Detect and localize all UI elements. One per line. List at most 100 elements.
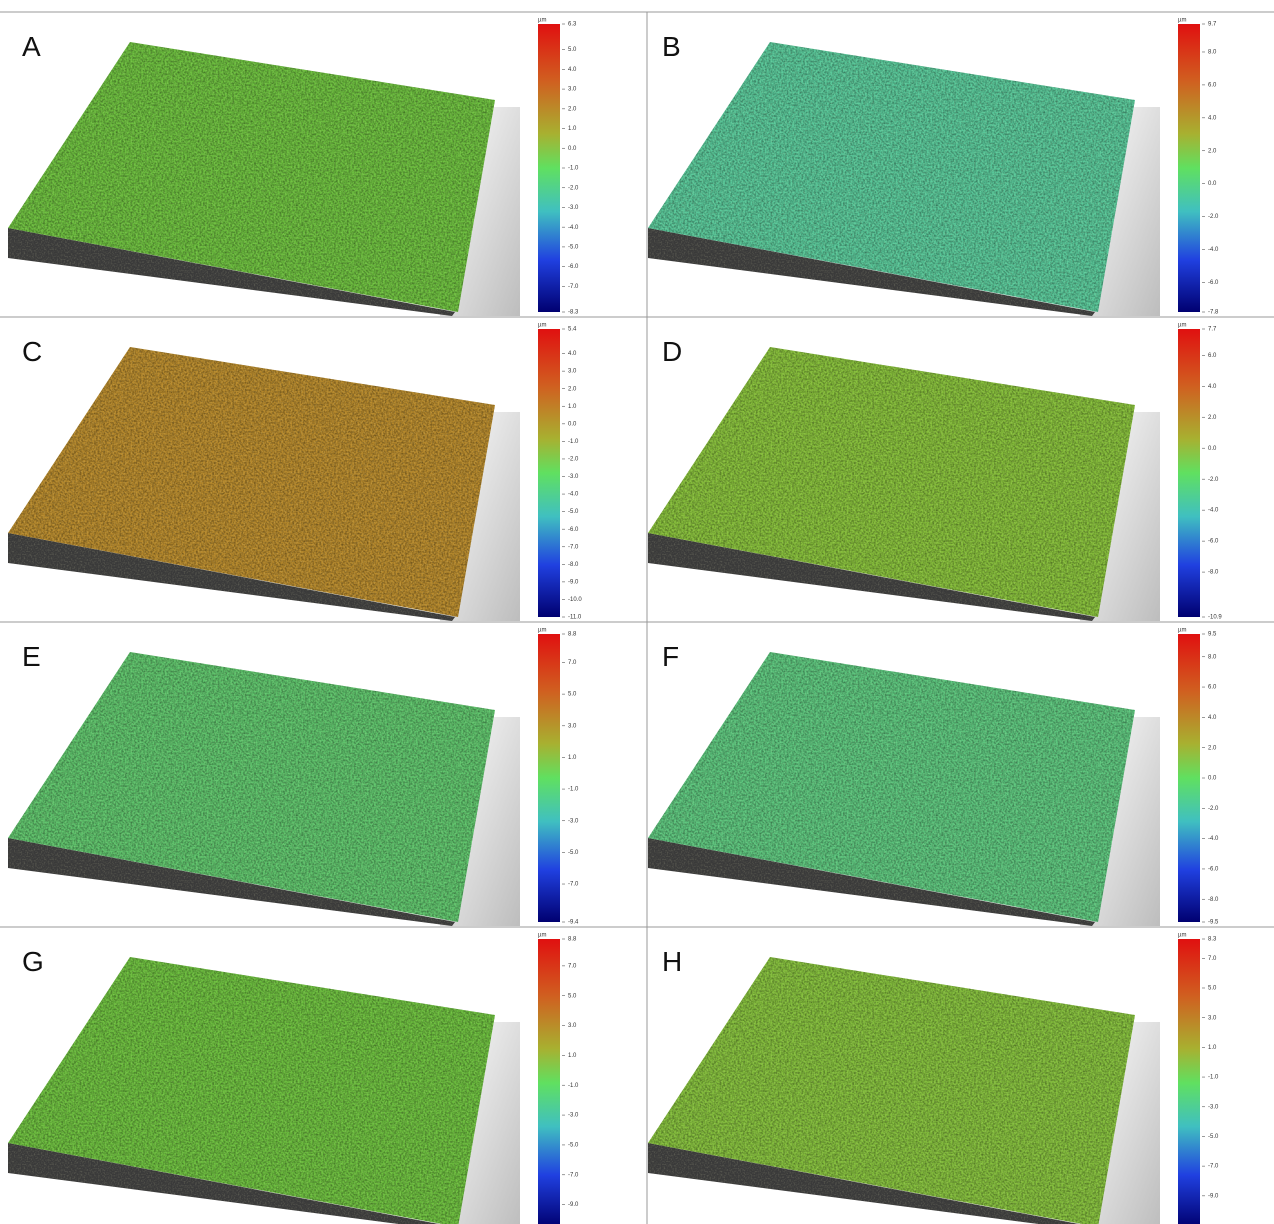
color-bar-tick-label: 0.0 <box>568 146 577 152</box>
color-bar-tick-label: 4.0 <box>1208 715 1217 721</box>
color-bar-tick-label: 0.0 <box>1208 776 1217 782</box>
color-bar-tick-label: 9.7 <box>1208 22 1217 28</box>
color-bar-tick-label: -4.0 <box>1208 508 1219 514</box>
color-bar-unit: µm <box>1178 323 1186 329</box>
color-bar-tick-label: -5.0 <box>568 244 579 250</box>
color-bar-tick-label: 8.0 <box>1208 50 1217 56</box>
color-bar-tick-label: -6.0 <box>568 264 579 270</box>
surface-highlight <box>8 957 495 1224</box>
color-bar-tick-label: 4.0 <box>568 351 577 357</box>
color-bar-tick-label: -6.0 <box>568 527 579 533</box>
color-bar-unit: µm <box>538 628 546 634</box>
color-bar-tick-label: -10.9 <box>1208 615 1222 621</box>
color-bar-tick-label: -4.0 <box>568 492 579 498</box>
panel-label: G <box>22 946 44 977</box>
color-bar-tick-label: -6.0 <box>1208 867 1219 873</box>
color-bar-tick-label: 3.0 <box>568 87 577 93</box>
color-bar-tick-label: 7.0 <box>1208 956 1217 962</box>
color-bar-tick-label: 0.0 <box>1208 181 1217 187</box>
color-bar <box>1178 24 1200 312</box>
color-bar-tick-label: -4.0 <box>1208 247 1219 253</box>
panel-label: H <box>662 946 682 977</box>
color-bar-tick-label: 4.0 <box>1208 115 1217 121</box>
color-bar-tick-label: 7.7 <box>1208 327 1217 333</box>
panel-label: E <box>22 641 41 672</box>
surface-highlight <box>648 347 1135 617</box>
panel: Gµm8.87.05.03.01.0-1.0-3.0-5.0-7.0-9.0-1… <box>8 933 582 1224</box>
color-bar-tick-label: 8.3 <box>1208 937 1217 943</box>
panel: Cµm5.44.03.02.01.00.0-1.0-2.0-3.0-4.0-5.… <box>8 323 582 621</box>
color-bar-tick-label: -8.0 <box>568 562 579 568</box>
color-bar-tick-label: 2.0 <box>1208 745 1217 751</box>
color-bar-tick-label: -1.0 <box>568 1083 579 1089</box>
figure: Aµm6.35.04.03.02.01.00.0-1.0-2.0-3.0-4.0… <box>0 0 1274 1224</box>
color-bar-tick-label: -10.0 <box>568 597 582 603</box>
color-bar-tick-label: -1.0 <box>568 439 579 445</box>
color-bar <box>538 634 560 922</box>
color-bar-unit: µm <box>1178 18 1186 24</box>
color-bar-tick-label: 6.0 <box>1208 353 1217 359</box>
color-bar-tick-label: -6.0 <box>1208 280 1219 286</box>
color-bar-unit: µm <box>1178 933 1186 939</box>
surface-highlight <box>8 652 495 922</box>
color-bar-tick-label: 1.0 <box>568 755 577 761</box>
color-bar-tick-label: -6.0 <box>1208 539 1219 545</box>
color-bar <box>1178 939 1200 1224</box>
color-bar-tick-label: -9.0 <box>1208 1193 1219 1199</box>
color-bar <box>538 24 560 312</box>
color-bar-tick-label: -3.0 <box>568 818 579 824</box>
panel: Aµm6.35.04.03.02.01.00.0-1.0-2.0-3.0-4.0… <box>8 18 579 316</box>
color-bar-tick-label: -5.0 <box>568 1143 579 1149</box>
color-bar-tick-label: -3.0 <box>1208 1104 1219 1110</box>
color-bar-tick-label: 0.0 <box>1208 446 1217 452</box>
color-bar-tick-label: -11.0 <box>568 615 582 621</box>
color-bar-tick-label: -2.0 <box>568 185 579 191</box>
color-bar-tick-label: -2.0 <box>568 457 579 463</box>
color-bar-tick-label: 8.8 <box>568 632 577 638</box>
color-bar-tick-label: -2.0 <box>1208 477 1219 483</box>
color-bar-tick-label: -7.0 <box>568 284 579 290</box>
panel-label: C <box>22 336 42 367</box>
color-bar-tick-label: 1.0 <box>1208 1045 1217 1051</box>
color-bar-tick-label: 0.0 <box>568 421 577 427</box>
color-bar-tick-label: -3.0 <box>568 474 579 480</box>
color-bar-tick-label: -7.0 <box>568 544 579 550</box>
color-bar-tick-label: -9.5 <box>1208 920 1219 926</box>
color-bar-tick-label: 1.0 <box>568 126 577 132</box>
surface-highlight <box>648 42 1135 312</box>
color-bar-tick-label: -4.0 <box>1208 836 1219 842</box>
color-bar-tick-label: 8.0 <box>1208 654 1217 660</box>
color-bar-tick-label: -1.0 <box>568 787 579 793</box>
color-bar-tick-label: -1.0 <box>1208 1075 1219 1081</box>
color-bar <box>1178 634 1200 922</box>
panel-label: A <box>22 31 41 62</box>
color-bar-tick-label: 5.4 <box>568 327 577 333</box>
color-bar-tick-label: 3.0 <box>568 369 577 375</box>
color-bar-unit: µm <box>538 323 546 329</box>
color-bar <box>538 939 560 1224</box>
color-bar-tick-label: -9.0 <box>568 579 579 585</box>
color-bar-tick-label: 2.0 <box>568 386 577 392</box>
color-bar-tick-label: 5.0 <box>1208 986 1217 992</box>
color-bar-tick-label: -1.0 <box>568 166 579 172</box>
surface-highlight <box>648 652 1135 922</box>
color-bar-tick-label: 2.0 <box>568 106 577 112</box>
color-bar-tick-label: 3.0 <box>568 1023 577 1029</box>
color-bar-tick-label: 3.0 <box>568 723 577 729</box>
color-bar-tick-label: -2.0 <box>1208 806 1219 812</box>
color-bar-unit: µm <box>538 933 546 939</box>
color-bar-tick-label: 5.0 <box>568 993 577 999</box>
color-bar-tick-label: 7.0 <box>568 963 577 969</box>
color-bar-tick-label: -2.0 <box>1208 214 1219 220</box>
color-bar-tick-label: -9.0 <box>568 1202 579 1208</box>
color-bar-tick-label: 1.0 <box>568 1053 577 1059</box>
color-bar-tick-label: -8.0 <box>1208 897 1219 903</box>
color-bar-tick-label: -7.0 <box>568 1172 579 1178</box>
panel: Dµm7.76.04.02.00.0-2.0-4.0-6.0-8.0-10.9 <box>648 323 1222 621</box>
color-bar-tick-label: 1.0 <box>568 404 577 410</box>
color-bar-tick-label: 5.0 <box>568 47 577 53</box>
color-bar-tick-label: 8.8 <box>568 937 577 943</box>
surface-highlight <box>648 957 1135 1224</box>
panel-label: B <box>662 31 681 62</box>
